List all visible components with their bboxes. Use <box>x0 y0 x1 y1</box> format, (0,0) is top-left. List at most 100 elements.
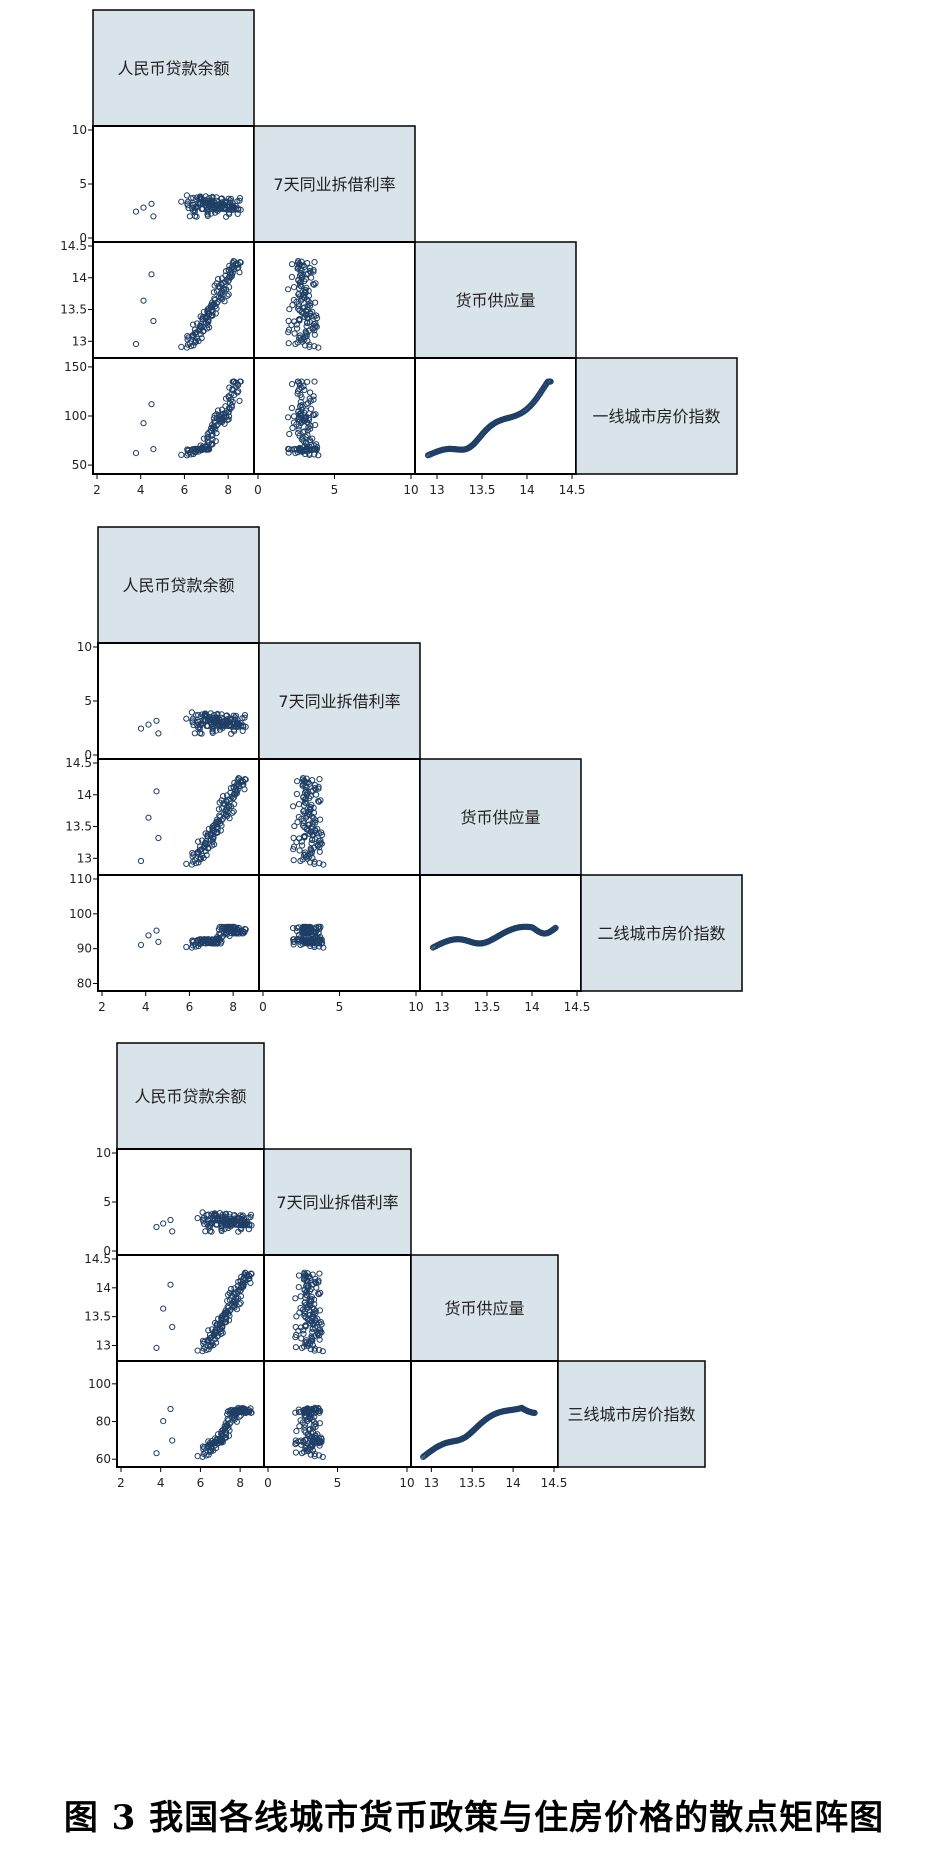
data-point <box>311 785 318 792</box>
data-point <box>302 407 309 414</box>
data-point <box>224 1297 231 1305</box>
data-point <box>132 340 140 348</box>
data-point <box>295 813 302 821</box>
data-point <box>235 775 242 782</box>
data-point <box>145 814 152 821</box>
data-point <box>239 1212 246 1219</box>
data-point <box>312 280 319 287</box>
scatter-cell <box>253 357 416 475</box>
data-point <box>234 717 241 724</box>
data-point <box>218 711 225 718</box>
data-point <box>167 1405 174 1413</box>
data-point <box>297 403 304 410</box>
data-point <box>296 1423 303 1430</box>
data-point <box>317 797 324 804</box>
y-tick-label: 80 <box>77 977 92 991</box>
data-point <box>217 284 224 291</box>
data-point <box>222 205 229 212</box>
data-point <box>231 1219 238 1227</box>
variable-label-panel <box>410 1254 559 1362</box>
data-point <box>319 1348 326 1355</box>
data-point <box>222 801 229 808</box>
data-point <box>300 924 307 932</box>
data-point <box>242 1222 249 1229</box>
scatter-matrix-3: 人民币贷款余额 7天同业拆借利率 10 5 0 货币供应量 14.5 14 13.5 13 三线城市… <box>84 1042 706 1490</box>
data-point <box>235 723 242 730</box>
x-tick-label: 6 <box>197 1476 205 1490</box>
data-point <box>290 284 298 291</box>
y-tick-label: 13.5 <box>65 820 92 834</box>
data-point <box>208 1326 215 1333</box>
data-point <box>312 817 319 824</box>
data-point <box>220 924 227 931</box>
data-point <box>288 404 295 412</box>
y-tick-label: 0 <box>79 231 87 245</box>
data-point <box>209 436 216 443</box>
variable-label-panel <box>116 1042 265 1150</box>
y-tick-label: 60 <box>96 1452 111 1466</box>
data-point <box>153 788 160 795</box>
data-point <box>207 1217 214 1224</box>
data-point <box>218 406 226 413</box>
data-point <box>197 195 204 202</box>
data-point <box>215 201 222 208</box>
data-point <box>319 1453 326 1461</box>
scatter-cell <box>258 874 421 992</box>
data-point <box>183 192 190 199</box>
data-point <box>150 213 157 220</box>
data-point <box>213 430 220 437</box>
data-point <box>531 1409 538 1417</box>
scatter-cell <box>116 1254 265 1362</box>
data-point <box>212 1319 219 1327</box>
data-point <box>234 210 241 217</box>
data-point <box>310 281 318 288</box>
data-point <box>187 195 195 202</box>
data-point <box>210 201 217 208</box>
data-point <box>155 834 162 842</box>
data-point <box>296 444 303 452</box>
data-point <box>294 778 301 785</box>
data-point <box>301 428 308 435</box>
data-point <box>215 1431 222 1438</box>
data-point <box>192 201 199 208</box>
y-tick-label: 14.5 <box>60 239 87 253</box>
data-point <box>197 442 204 449</box>
data-point <box>132 450 140 457</box>
data-point <box>316 1307 323 1314</box>
data-point <box>295 801 303 808</box>
x-tick-label: 5 <box>336 1000 344 1014</box>
data-point <box>304 1292 311 1299</box>
data-point <box>312 421 319 429</box>
data-point <box>209 194 216 201</box>
y-tick-label: 10 <box>72 123 87 137</box>
data-point <box>160 1220 167 1227</box>
y-tick-label: 10 <box>96 1146 111 1160</box>
data-point <box>315 1291 322 1298</box>
y-tick-label: 0 <box>103 1244 111 1258</box>
data-point <box>316 848 323 855</box>
variable-label: 三线城市房价指数 <box>567 1405 695 1424</box>
data-point <box>203 852 210 859</box>
x-tick-label: 14.5 <box>564 1000 591 1014</box>
data-point <box>145 932 152 939</box>
data-point <box>189 201 196 208</box>
x-tick-label: 2 <box>93 483 101 497</box>
data-point <box>190 321 197 328</box>
data-point <box>547 378 554 385</box>
scatter-cell <box>414 357 577 475</box>
data-point <box>226 384 233 391</box>
data-point <box>308 840 315 847</box>
x-tick-label: 8 <box>224 483 232 497</box>
data-point <box>300 808 307 815</box>
data-point <box>213 411 220 418</box>
data-point <box>552 924 559 932</box>
data-point <box>290 419 297 426</box>
data-point <box>205 1438 212 1445</box>
data-point <box>212 1435 219 1442</box>
variable-label-panel <box>414 241 577 359</box>
scatter-matrix-1: 人民币贷款余额7天同业拆借利率1050货币供应量14.51413.513一线城市… <box>60 9 738 497</box>
data-point <box>241 712 249 719</box>
data-point <box>316 1270 323 1277</box>
data-point <box>316 1336 323 1343</box>
data-point <box>145 721 152 728</box>
